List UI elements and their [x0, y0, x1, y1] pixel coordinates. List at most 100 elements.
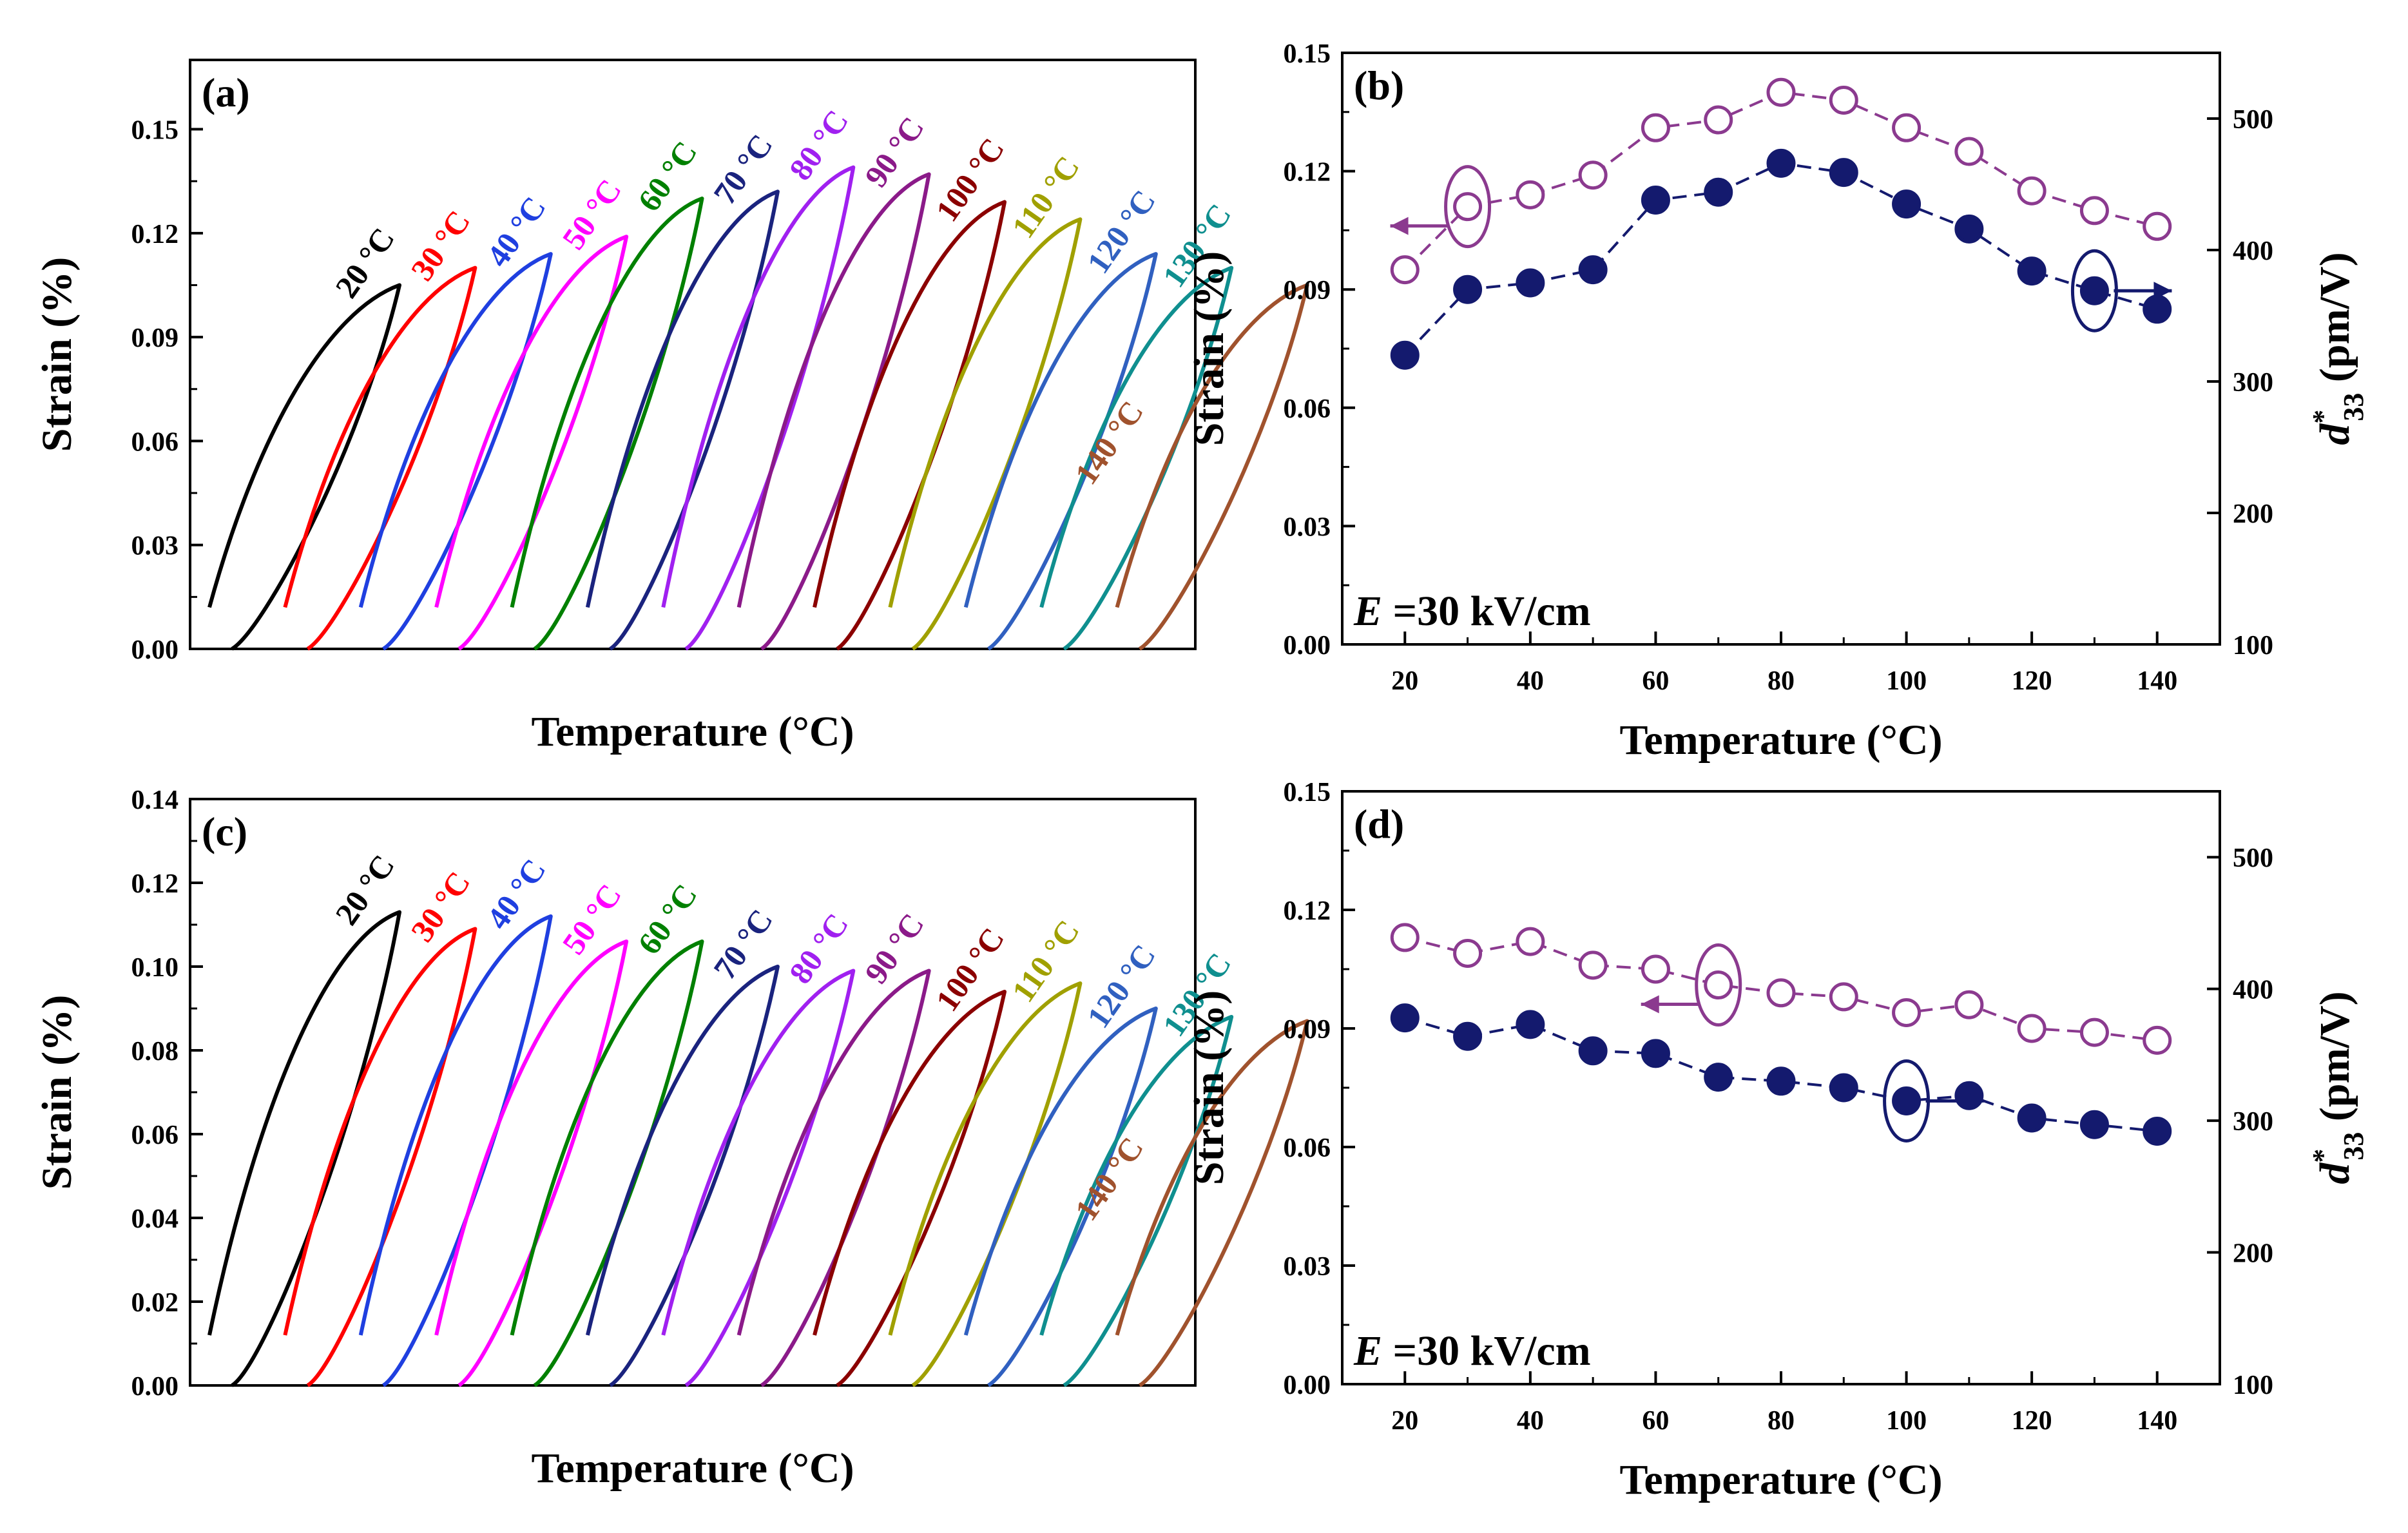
loop-label-10: 120 °C [1080, 183, 1162, 280]
strain-loop-11 [1039, 265, 1234, 651]
strain-loop-4 [510, 940, 704, 1387]
loop-label-1: 30 °C [404, 865, 477, 948]
strain-point-12 [2143, 1025, 2172, 1055]
d33-point-0 [1390, 340, 1420, 370]
series-line-0 [1403, 91, 2158, 271]
loop-label-2: 40 °C [479, 190, 553, 273]
field-annotation-value: =30 kV/cm [1382, 588, 1591, 635]
panel-c-frame [189, 798, 1197, 1387]
strain-loop-5 [585, 965, 780, 1387]
x-tick-label: 80 [1767, 666, 1795, 696]
strain-point-12 [2143, 211, 2172, 241]
y-tick-label: 0.10 [131, 953, 179, 983]
strain-point-11 [2079, 196, 2109, 226]
y-tick-label: 0.04 [131, 1204, 179, 1234]
strain-point-6 [1766, 978, 1796, 1008]
strain-point-3 [1578, 950, 1608, 980]
strain-point-5 [1704, 105, 1733, 135]
y-axis-label: Strain (%) [34, 995, 81, 1190]
field-annotation-value: =30 kV/cm [1382, 1327, 1591, 1374]
x-tick-label: 140 [2137, 1406, 2177, 1436]
strain-loop-3 [434, 940, 629, 1387]
x-tick-label: 40 [1517, 1406, 1544, 1436]
field-annotation: E =30 kV/cm [1353, 1327, 1591, 1374]
panel-label: (b) [1354, 63, 1404, 108]
strain-loop-4 [510, 197, 704, 651]
panel-label: (a) [202, 70, 250, 115]
strain-point-4 [1641, 954, 1670, 984]
y-tick-label: 0.08 [131, 1037, 179, 1066]
y-tick-label: 0.12 [1284, 896, 1331, 926]
x-tick-label: 120 [2012, 1406, 2052, 1436]
strain-point-7 [1829, 982, 1858, 1012]
x-tick-label: 60 [1642, 666, 1669, 696]
field-annotation: E =30 kV/cm [1353, 588, 1591, 635]
x-tick-label: 20 [1391, 1406, 1418, 1436]
y-right-axis-label: d*33 (pm/V) [2307, 252, 2369, 445]
strain-loop-9 [888, 981, 1083, 1387]
strain-loop-6 [661, 969, 856, 1387]
y-right-tick-label: 300 [2233, 368, 2273, 398]
strain-loop-10 [963, 1007, 1158, 1387]
y-right-label-unit: (pm/V) [2311, 252, 2358, 392]
y-tick-label: 0.12 [131, 220, 179, 249]
y-right-label-sup: * [2307, 1149, 2338, 1163]
loop-label-8: 100 °C [929, 131, 1011, 228]
d33-point-3 [1578, 255, 1608, 285]
y-tick-label: 0.12 [131, 869, 179, 899]
strain-point-3 [1578, 160, 1608, 190]
series-indicator-ellipse-0 [1444, 165, 1492, 249]
y-right-tick-label: 200 [2233, 1239, 2273, 1269]
loop-label-8: 100 °C [929, 921, 1011, 1017]
loop-label-0: 20 °C [328, 848, 401, 931]
d33-point-2 [1516, 1010, 1545, 1039]
field-annotation-symbol: E [1353, 588, 1382, 635]
strain-loop-0 [207, 283, 401, 651]
d33-point-8 [1892, 189, 1922, 219]
y-right-tick-label: 500 [2233, 105, 2273, 135]
y-right-tick-label: 300 [2233, 1107, 2273, 1137]
strain-point-11 [2079, 1017, 2109, 1047]
loop-label-5: 70 °C [706, 128, 780, 211]
x-tick-label: 40 [1517, 666, 1544, 696]
d33-point-1 [1453, 1021, 1483, 1051]
strain-point-1 [1453, 938, 1483, 968]
y-axis-label: Strain (%) [1186, 990, 1233, 1185]
y-tick-label: 0.02 [131, 1288, 179, 1318]
d33-point-5 [1704, 177, 1733, 207]
d33-point-11 [2079, 1110, 2109, 1139]
loop-label-0: 20 °C [328, 221, 401, 304]
loop-label-6: 80 °C [782, 907, 855, 990]
loop-label-12: 140 °C [1068, 1130, 1150, 1227]
strain-loop-3 [434, 235, 629, 651]
y-tick-label: 0.15 [131, 116, 179, 146]
panel-d: 0.00 0.03 0.06 0.09 0.12 0.15 Strain (%) 20 40 60… [1186, 778, 2369, 1503]
loop-label-4: 60 °C [631, 878, 704, 961]
loop-label-9: 110 °C [1005, 149, 1086, 245]
strain-loop-6 [661, 165, 856, 651]
strain-point-9 [1954, 137, 1984, 166]
panel-a-frame [189, 59, 1197, 650]
y-tick-label: 0.00 [131, 1372, 179, 1402]
y-tick-label: 0.15 [1284, 39, 1331, 69]
y-right-label-sub: 33 [2338, 393, 2369, 421]
d33-point-1 [1453, 275, 1483, 304]
d33-point-10 [2017, 1103, 2047, 1133]
x-axis-label: Temperature (°C) [1619, 717, 1942, 764]
y-axis-label: Strain (%) [1186, 251, 1233, 446]
d33-point-7 [1829, 158, 1858, 188]
y-right-label-main: d [2311, 1162, 2358, 1184]
strain-loop-5 [585, 189, 780, 651]
y-right-tick-label: 200 [2233, 499, 2273, 529]
y-tick-label: 0.06 [1284, 1133, 1331, 1163]
y-tick-label: 0.03 [1284, 1252, 1331, 1282]
loop-label-6: 80 °C [782, 103, 855, 186]
y-tick-label: 0.00 [1284, 1371, 1331, 1400]
d33-point-5 [1704, 1063, 1733, 1092]
strain-point-0 [1390, 923, 1420, 952]
y-tick-label: 0.03 [131, 532, 179, 561]
y-right-label-sup: * [2307, 410, 2338, 424]
y-right-tick-label: 500 [2233, 844, 2273, 873]
series-indicator-arrowhead-0 [1641, 995, 1659, 1014]
